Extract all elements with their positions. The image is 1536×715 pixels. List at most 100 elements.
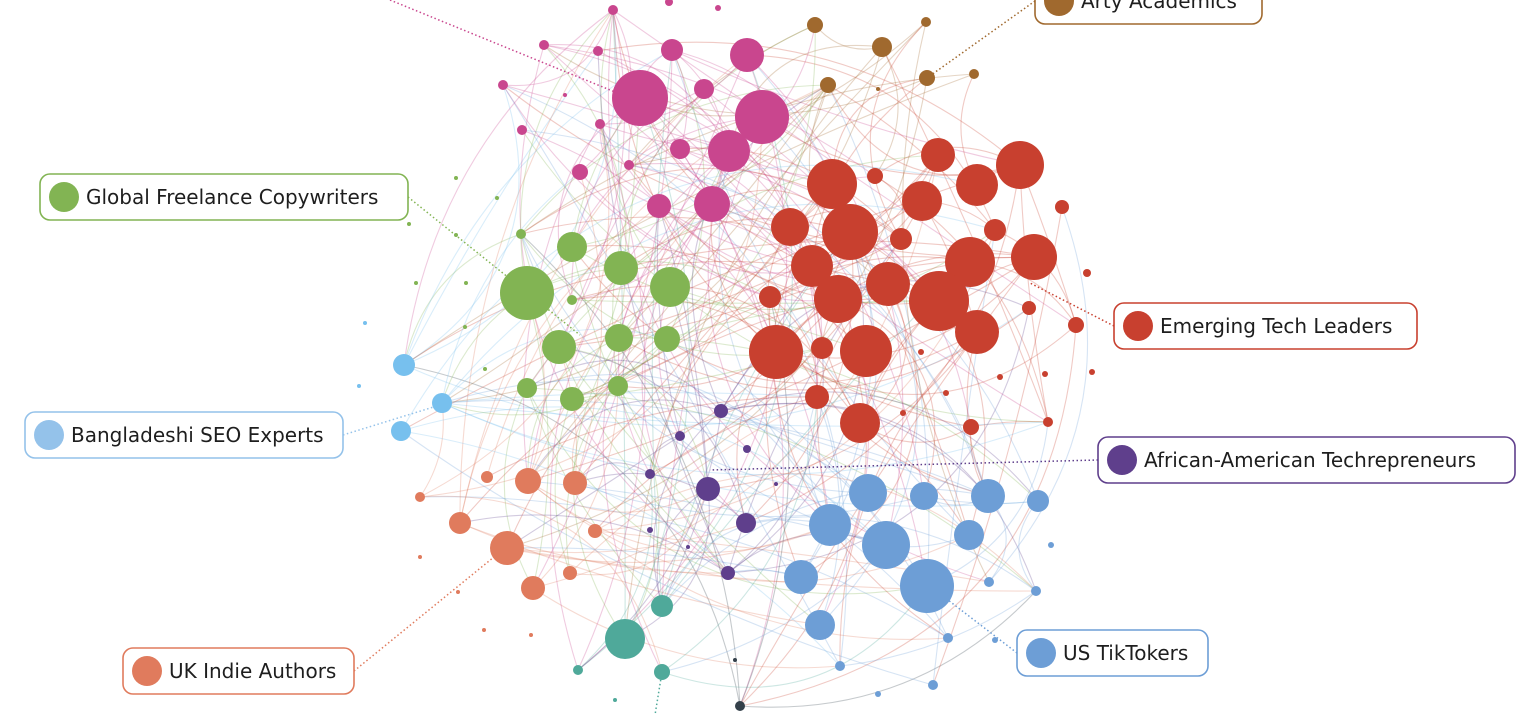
label-swatch [132,656,162,686]
node [774,482,778,486]
node [521,576,545,600]
node [955,310,999,354]
node [604,251,638,285]
edge [739,590,1037,708]
edge [419,123,610,498]
edge [727,347,824,574]
edge [543,44,819,398]
edge [617,385,660,640]
node [900,559,954,613]
edge [926,421,1049,587]
leader-line [342,404,441,436]
edge [543,44,627,400]
edge [519,44,729,574]
edge [602,116,763,673]
edge [506,547,1037,592]
leader-line [934,589,1018,654]
node [563,566,577,580]
node [1048,542,1054,548]
edge [532,49,673,589]
node [393,354,415,376]
edge [710,150,777,353]
edge [746,54,873,578]
edge [503,387,534,589]
group-labels: Arty Academics Global Freelance Copywrite… [24,0,1516,695]
edge [1018,500,1039,592]
edge [403,9,617,366]
edge [527,480,831,554]
node [481,471,493,483]
node [612,70,668,126]
edge [459,522,729,574]
leader-line [389,0,616,93]
node [1055,200,1069,214]
edge [441,171,581,404]
edge [502,84,847,667]
node [805,610,835,640]
node [866,262,910,306]
edge [419,496,949,639]
label-swatch [1107,445,1137,475]
edge [527,399,722,482]
node [647,527,653,533]
edge [532,154,939,589]
edge [506,77,928,549]
node [482,628,486,632]
label-swatch [1044,0,1074,16]
label-box [1097,436,1516,484]
label-box [122,647,355,695]
edge [594,530,949,640]
node [1089,369,1095,375]
node [539,40,549,50]
leader-line [654,671,663,715]
edge [837,298,936,497]
edge [571,295,861,424]
edge [527,480,970,583]
node [984,577,994,587]
edge [558,346,821,626]
edge [543,44,876,177]
node [675,431,685,441]
node [605,619,645,659]
edge [403,50,599,366]
node [608,376,628,396]
edge [671,49,1021,166]
node [1043,417,1053,427]
edge [565,338,668,574]
node [771,208,809,246]
edge [441,402,1049,476]
edge [441,391,818,404]
label-swatch [1026,638,1056,668]
edge [671,49,725,205]
edge [881,46,1049,423]
group-label: Arty Academics [1081,0,1237,13]
edge [527,337,620,482]
label-swatch [49,182,79,212]
node [943,633,953,643]
edge [618,97,641,339]
node [840,403,880,443]
edge [459,54,748,524]
node [567,295,577,305]
node [573,665,583,675]
edge [666,300,940,340]
node [943,390,949,396]
node [971,479,1005,513]
edge [502,9,614,87]
edge [641,203,729,574]
node [563,471,587,495]
edge [459,205,660,524]
edge [661,116,763,607]
edge [901,21,990,583]
node [357,384,361,388]
node [876,87,880,91]
edge [661,585,928,688]
edge [669,286,709,490]
edge [506,522,747,554]
edge [775,324,1077,395]
node [840,325,892,377]
edge [520,233,741,707]
edge [502,84,771,298]
edge [574,54,748,484]
node [432,393,452,413]
